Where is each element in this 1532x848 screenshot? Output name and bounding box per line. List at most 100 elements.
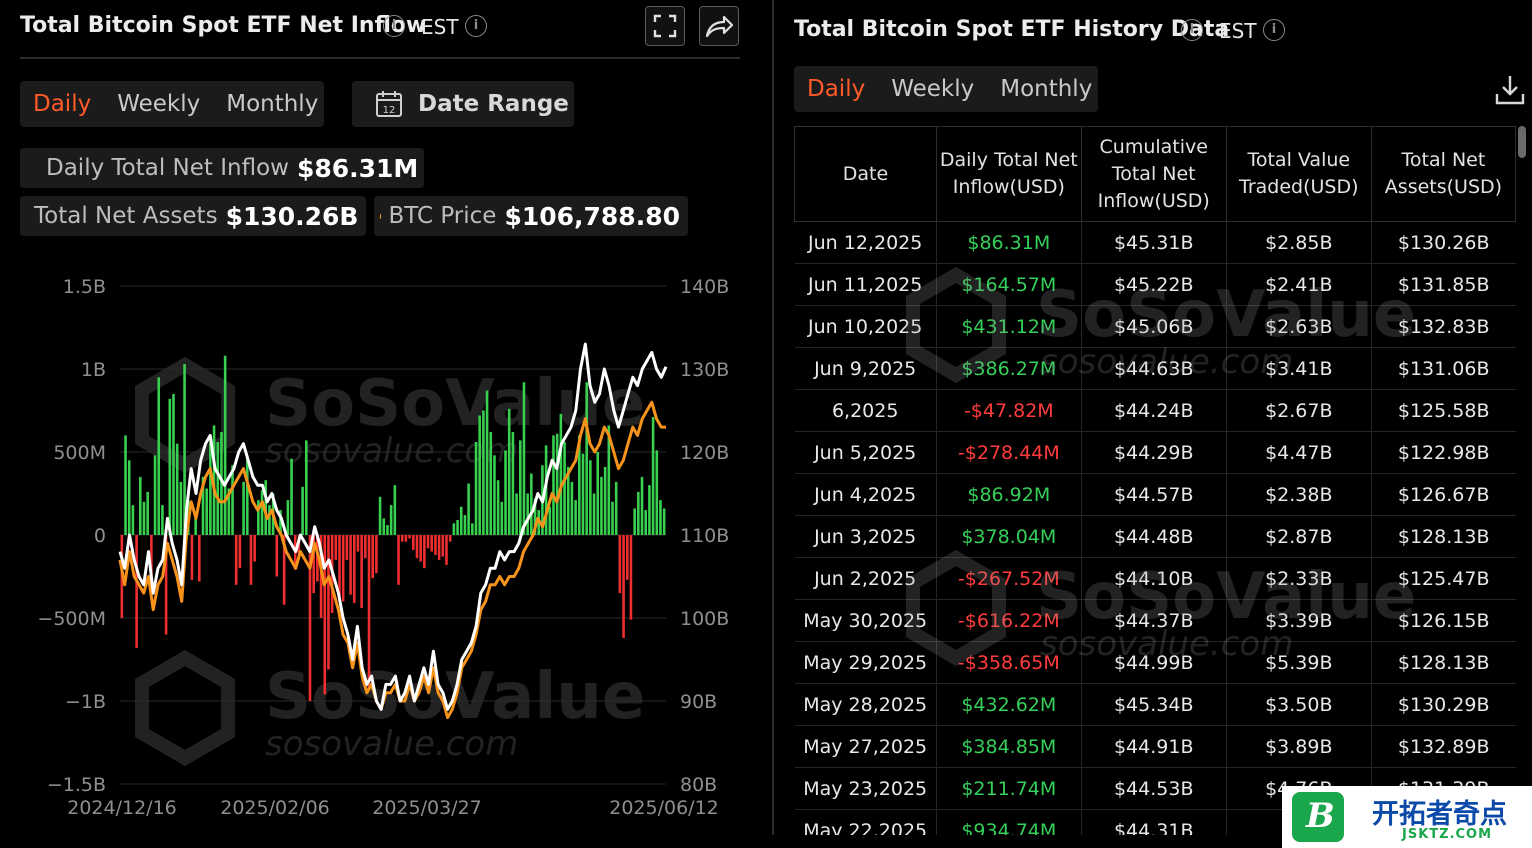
y-tick-label-left: −500M: [37, 608, 106, 630]
btc-price-chip: BTC Price $106,788.80: [374, 196, 688, 236]
inflow-bar: [268, 505, 271, 535]
table-row[interactable]: Jun 2,2025 -$267.52M $44.10B $2.33B $125.47B: [794, 557, 1516, 600]
col-value-traded[interactable]: Total Value Traded(USD): [1225, 126, 1372, 222]
cell-cumulative: $44.31B: [1080, 809, 1227, 835]
table-row[interactable]: Jun 5,2025 -$278.44M $44.29B $4.47B $122.98B: [794, 431, 1516, 474]
cell-date: Jun 5,2025: [794, 431, 937, 474]
col-cumulative-inflow[interactable]: Cumulative Total Net Inflow(USD): [1080, 126, 1227, 222]
cell-daily-inflow: -$616.22M: [935, 599, 1082, 642]
history-period-tabs: Daily Weekly Monthly: [794, 66, 1098, 112]
inflow-bar: [212, 425, 216, 535]
table-scrollbar[interactable]: [1518, 126, 1526, 158]
inflow-bar: [341, 535, 345, 602]
net-assets-label: Total Net Assets: [34, 203, 218, 229]
cell-assets: $126.15B: [1370, 599, 1516, 642]
table-row[interactable]: Jun 9,2025 $386.27M $44.63B $3.41B $131.06B: [794, 347, 1516, 390]
table-row[interactable]: Jun 10,2025 $431.12M $45.06B $2.63B $132.83B: [794, 305, 1516, 348]
inflow-bar: [452, 523, 456, 535]
history-tab-weekly[interactable]: Weekly: [891, 76, 975, 102]
badge-title: 开拓者奇点: [1372, 799, 1507, 830]
date-range-label: Date Range: [418, 91, 569, 117]
cell-date: Jun 9,2025: [794, 347, 937, 390]
history-tab-monthly[interactable]: Monthly: [1000, 76, 1093, 102]
inflow-bar: [655, 450, 659, 535]
cell-daily-inflow: $431.12M: [935, 305, 1082, 348]
inflow-bar: [345, 535, 349, 560]
inflow-bar: [164, 535, 168, 635]
inflow-bar: [526, 493, 529, 535]
download-icon[interactable]: [1492, 72, 1528, 108]
inflow-bar: [157, 377, 161, 535]
badge-logo-icon: B: [1292, 792, 1344, 842]
cell-cumulative: $44.99B: [1080, 641, 1227, 684]
inflow-bar: [201, 476, 205, 535]
table-row[interactable]: May 30,2025 -$616.22M $44.37B $3.39B $126.15…: [794, 599, 1516, 642]
table-row[interactable]: Jun 3,2025 $378.04M $44.48B $2.87B $128.13B: [794, 515, 1516, 558]
inflow-bar: [507, 408, 511, 535]
svg-text:sosovalue.com: sosovalue.com: [265, 724, 518, 764]
inflow-bar: [408, 535, 411, 539]
date-range-button[interactable]: 12 Date Range: [352, 81, 574, 127]
inflow-bar: [364, 535, 367, 559]
btc-price-line: [118, 400, 666, 720]
inflow-bar: [190, 535, 194, 580]
cell-cumulative: $45.06B: [1080, 305, 1227, 348]
y-tick-label-right: 130B: [680, 359, 729, 381]
inflow-bar: [644, 510, 647, 535]
history-info-icon[interactable]: i: [1181, 19, 1203, 41]
inflow-bar: [175, 443, 179, 535]
tab-weekly[interactable]: Weekly: [117, 91, 201, 117]
history-tab-daily[interactable]: Daily: [807, 76, 866, 102]
svg-text:12: 12: [383, 105, 396, 116]
cell-assets: $128.13B: [1370, 515, 1516, 558]
tab-monthly[interactable]: Monthly: [226, 91, 319, 117]
y-tick-label-right: 100B: [680, 608, 729, 630]
inflow-bar: [286, 500, 290, 535]
table-row[interactable]: Jun 12,2025 $86.31M $45.31B $2.85B $130.26B: [794, 221, 1516, 264]
table-row[interactable]: 6,2025 -$47.82M $44.24B $2.67B $125.58B: [794, 389, 1516, 432]
cell-traded: $2.87B: [1225, 515, 1372, 558]
history-timezone-info-icon[interactable]: i: [1263, 19, 1285, 41]
inflow-bar: [223, 355, 227, 535]
inflow-bar: [633, 508, 636, 535]
info-icon[interactable]: i: [383, 15, 405, 37]
history-title: Total Bitcoin Spot ETF History Data: [794, 17, 1230, 42]
col-date[interactable]: Date: [794, 126, 937, 222]
table-row[interactable]: May 29,2025 -$358.65M $44.99B $5.39B $128.13…: [794, 641, 1516, 684]
y-tick-label-left: 1B: [81, 359, 106, 381]
inflow-bar: [183, 364, 186, 535]
daily-inflow-label: Daily Total Net Inflow: [46, 155, 289, 181]
table-row[interactable]: May 28,2025 $432.62M $45.34B $3.50B $130.29B: [794, 683, 1516, 726]
table-row[interactable]: Jun 11,2025 $164.57M $45.22B $2.41B $131.85B: [794, 263, 1516, 306]
header-divider: [20, 57, 740, 59]
daily-inflow-value: $86.31M: [296, 153, 419, 183]
tab-daily[interactable]: Daily: [33, 91, 92, 117]
inflow-bar: [474, 442, 478, 535]
inflow-bar: [467, 483, 470, 535]
cell-daily-inflow: -$47.82M: [935, 389, 1082, 432]
inflow-bar: [659, 500, 662, 535]
timezone-info-icon[interactable]: i: [465, 15, 487, 37]
inflow-bar: [238, 535, 242, 569]
net-assets-chip: Total Net Assets $130.26B: [20, 196, 366, 236]
inflow-bar: [153, 455, 157, 535]
inflow-bar: [563, 442, 566, 535]
cell-traded: $3.39B: [1225, 599, 1372, 642]
x-tick-label: 2025/03/27: [372, 797, 482, 819]
cell-daily-inflow: -$358.65M: [935, 641, 1082, 684]
table-row[interactable]: May 27,2025 $384.85M $44.91B $3.89B $132.89B: [794, 725, 1516, 768]
fullscreen-button[interactable]: [645, 6, 685, 46]
cell-assets: $132.89B: [1370, 725, 1516, 768]
table-row[interactable]: Jun 4,2025 $86.92M $44.57B $2.38B $126.67B: [794, 473, 1516, 516]
inflow-bar: [172, 393, 175, 535]
inflow-bar: [555, 433, 559, 535]
cell-cumulative: $44.63B: [1080, 347, 1227, 390]
inflow-bar: [463, 515, 467, 535]
inflow-bar: [367, 535, 371, 690]
cell-traded: $4.47B: [1225, 431, 1372, 474]
col-net-assets[interactable]: Total Net Assets(USD): [1370, 126, 1517, 222]
y-tick-label-left: −1B: [65, 691, 106, 713]
col-daily-inflow[interactable]: Daily Total Net Inflow(USD): [935, 126, 1082, 222]
inflow-bar: [471, 523, 474, 535]
share-button[interactable]: [699, 6, 739, 46]
